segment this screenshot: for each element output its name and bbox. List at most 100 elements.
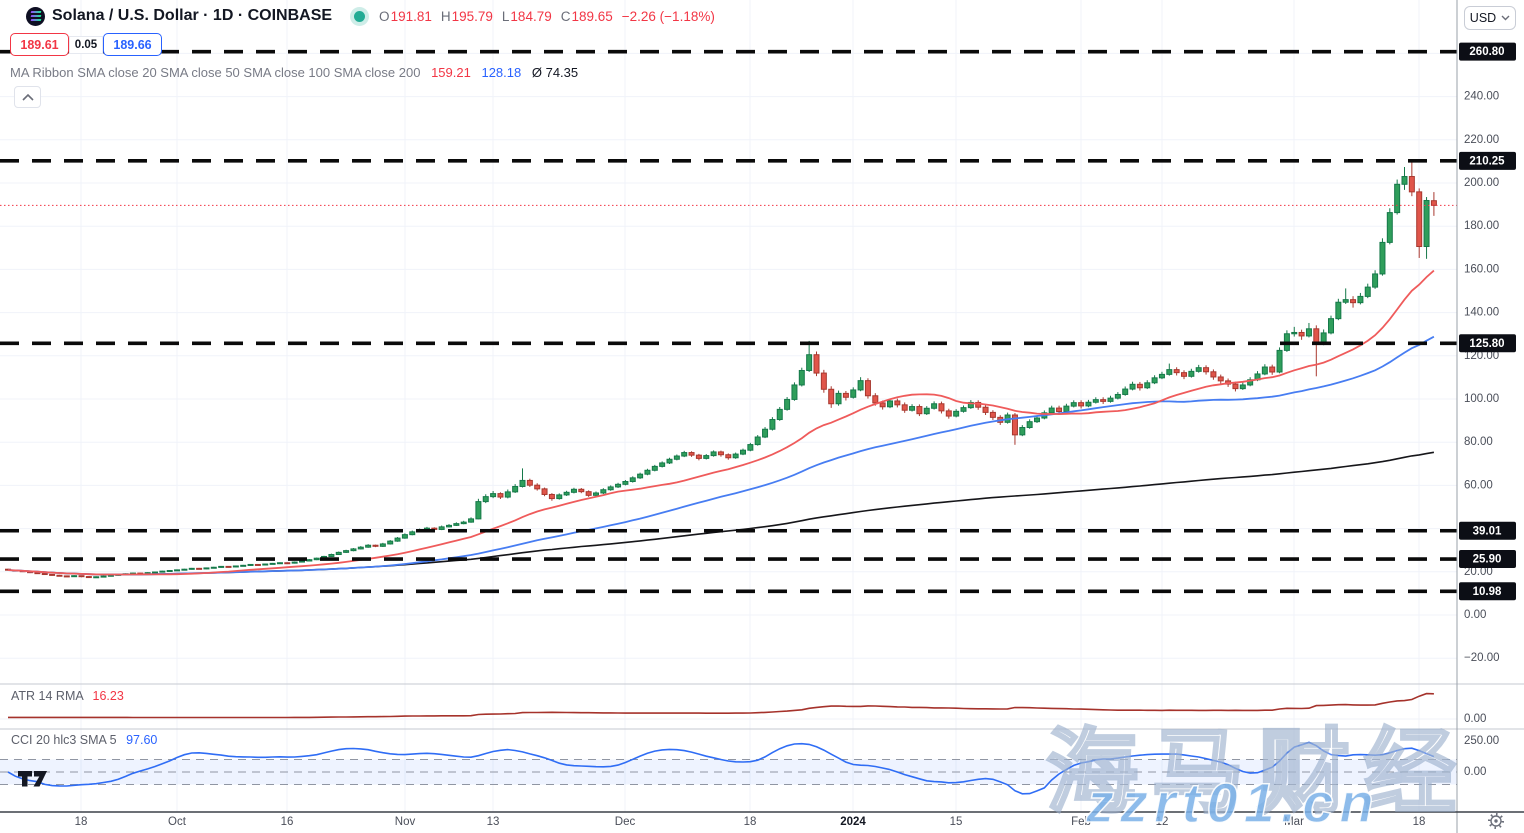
- candle: [181, 568, 188, 571]
- candle: [1078, 402, 1085, 407]
- candle: [842, 392, 849, 398]
- currency-label: USD: [1469, 11, 1497, 25]
- axis-label: 140.00: [1464, 307, 1499, 319]
- ray-price-badge: [1459, 151, 1516, 170]
- ray-price-badge: [1459, 42, 1516, 61]
- gear-icon[interactable]: [1487, 812, 1505, 833]
- atr-indicator-status[interactable]: ATR 14 RMA 16.23: [11, 689, 124, 703]
- atr-value: 16.23: [92, 689, 124, 703]
- collapse-indicators-button[interactable]: [14, 86, 41, 108]
- candle: [872, 395, 879, 404]
- candle: [725, 454, 732, 459]
- candle: [468, 518, 475, 523]
- candle: [34, 572, 41, 575]
- sma50-value: 128.18: [481, 65, 522, 80]
- time-axis-label: 12: [1156, 816, 1169, 828]
- candle: [732, 453, 739, 459]
- candle: [453, 523, 460, 526]
- candle: [1342, 299, 1349, 303]
- candle: [629, 477, 636, 483]
- axis-label: 250.00: [1464, 735, 1499, 747]
- candle: [1188, 370, 1195, 377]
- candle: [41, 573, 48, 576]
- spread-value: 0.05: [69, 35, 103, 54]
- buy-button[interactable]: 189.66: [103, 33, 162, 56]
- candle: [269, 562, 276, 565]
- sell-button[interactable]: 189.61: [10, 33, 69, 56]
- candle: [1386, 212, 1393, 243]
- cci-label: CCI 20 hlc3 SMA 5: [11, 733, 117, 747]
- candle: [254, 563, 261, 566]
- candle: [1114, 393, 1121, 399]
- candle: [1305, 328, 1312, 337]
- candle: [210, 566, 217, 569]
- candle: [938, 403, 945, 412]
- symbol-title[interactable]: Solana / U.S. Dollar · 1D · COINBASE: [52, 7, 333, 24]
- candle: [1298, 331, 1305, 337]
- candle: [1034, 417, 1040, 423]
- ray-price-badge: [1459, 521, 1516, 540]
- candle: [1070, 402, 1077, 407]
- candle: [989, 411, 996, 418]
- currency-selector[interactable]: USD: [1464, 6, 1516, 30]
- candle: [1011, 414, 1018, 436]
- candle: [1408, 176, 1415, 193]
- candle: [1151, 377, 1158, 384]
- candle: [651, 465, 658, 471]
- candle: [820, 372, 827, 390]
- candle: [754, 436, 761, 446]
- market-status-dot[interactable]: [354, 10, 366, 22]
- axis-label: 160.00: [1464, 263, 1499, 275]
- candle: [328, 554, 335, 557]
- candle: [372, 544, 379, 547]
- candle: [1210, 371, 1217, 378]
- candle: [357, 546, 364, 550]
- axis-label: 20.00: [1464, 566, 1493, 578]
- candle: [806, 354, 813, 371]
- candle: [1056, 407, 1063, 413]
- candle: [497, 493, 504, 498]
- cci-line: [7, 741, 1435, 795]
- cci-indicator-status[interactable]: CCI 20 hlc3 SMA 5 97.60: [11, 733, 157, 747]
- candle: [218, 565, 225, 568]
- candle: [578, 488, 585, 493]
- ray-price-badge-text: 39.01: [1473, 525, 1502, 537]
- candle: [313, 557, 320, 561]
- candle: [1085, 401, 1092, 407]
- candle: [747, 444, 754, 451]
- candle: [350, 548, 357, 552]
- candle: [703, 455, 710, 459]
- candle: [857, 380, 864, 391]
- candle: [71, 575, 78, 578]
- candle: [975, 401, 982, 408]
- axis-label: 0.00: [1464, 713, 1486, 725]
- candle: [1107, 397, 1114, 402]
- candle: [284, 562, 291, 565]
- candle: [776, 408, 783, 421]
- candle: [784, 398, 791, 410]
- candle: [1026, 421, 1033, 429]
- candle: [225, 565, 232, 568]
- candle: [1232, 383, 1239, 390]
- candle: [475, 501, 482, 520]
- candle: [585, 491, 592, 496]
- candle: [887, 400, 893, 408]
- candle: [401, 534, 408, 539]
- candle: [548, 493, 555, 500]
- buy-sell-widget: 189.61 0.05 189.66: [10, 33, 162, 56]
- change-readout: −2.26 (−1.18%): [621, 8, 715, 24]
- ma-ribbon-status[interactable]: MA Ribbon SMA close 20 SMA close 50 SMA …: [10, 65, 585, 80]
- chevron-down-icon: [1501, 15, 1510, 21]
- time-axis-label: Oct: [168, 816, 187, 828]
- axis-label: 0.00: [1464, 766, 1486, 778]
- candle: [740, 449, 746, 455]
- axis-label: 60.00: [1464, 479, 1493, 491]
- candle: [931, 403, 938, 409]
- tradingview-logo[interactable]: [17, 768, 49, 792]
- candle: [960, 407, 967, 412]
- candle: [1379, 241, 1386, 275]
- candle: [49, 573, 56, 576]
- candle: [262, 563, 269, 566]
- cci-value: 97.60: [126, 733, 158, 747]
